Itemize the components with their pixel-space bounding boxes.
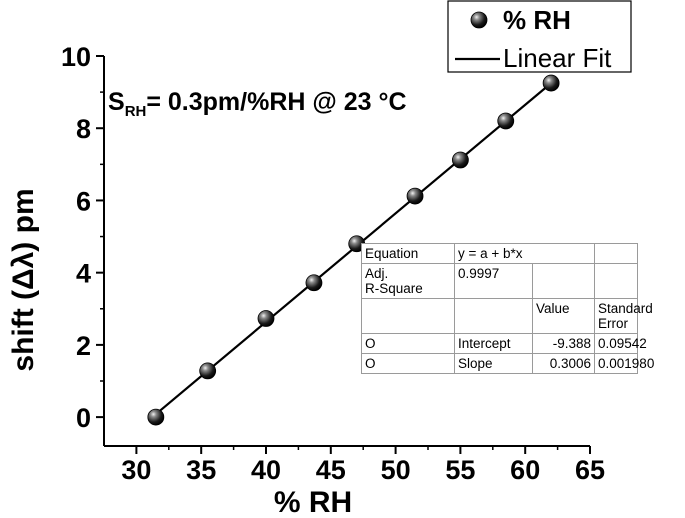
data-point [257,310,275,327]
table-row: O Slope 0.3006 0.001980 [361,353,654,374]
empty-cell [454,298,533,334]
x-tick-label: 55 [445,455,475,485]
std-error-line1: Standard [598,301,653,316]
row-series: O [361,333,455,354]
x-axis-title: % RH [274,486,352,518]
y-tick-label: 4 [76,259,91,289]
x-tick-label: 30 [121,455,151,485]
adj-label-line2: R-Square [365,281,423,296]
empty-cell [361,298,455,334]
x-tick-label: 35 [186,455,216,485]
annotation-text: = 0.3pm/%RH @ 23 °C [146,88,406,116]
data-point [147,408,165,426]
fit-parameters-table: Equation y = a + b*x Adj. R-Square 0.9997… [361,243,654,374]
table-row: O Intercept -9.388 0.09542 [361,333,647,354]
y-tick-label: 0 [76,403,91,433]
adj-label-line1: Adj. [365,266,389,281]
x-tick-label: 45 [316,455,346,485]
x-tick-label: 50 [381,455,411,485]
data-point [305,274,323,292]
adj-r-square-value: 0.9997 [454,263,533,299]
data-point [497,112,515,130]
y-axis-title: shift (Δλ) pm [7,188,40,371]
row-value: 0.3006 [531,353,596,374]
row-series: O [361,353,455,374]
empty-cell [594,263,639,299]
adj-r-square-label: Adj. R-Square [361,263,455,299]
annotation-subscript: RH [125,103,147,120]
legend-marker-rh [470,11,488,29]
data-points [147,74,560,426]
data-point [542,74,560,92]
x-tick-label: 60 [510,455,540,485]
x-tick-label: 40 [251,455,281,485]
sensitivity-annotation: SRH= 0.3pm/%RH @ 23 °C [108,88,407,120]
table-row: Value Standard Error [361,298,653,334]
y-tick-label: 8 [76,114,91,144]
std-error-line2: Error [598,316,629,331]
empty-cell [594,243,639,264]
legend: % RH Linear Fit [447,0,632,73]
row-param: Slope [454,353,533,374]
table-row: Equation y = a + b*x [361,243,639,264]
data-point [199,362,217,380]
row-error: 0.09542 [594,333,647,354]
equation-value: y = a + b*x [453,243,596,264]
empty-cell [531,263,596,299]
row-value: -9.388 [531,333,596,354]
data-point [406,187,424,205]
y-tick-label: 6 [76,186,91,216]
value-header: Value [531,298,596,334]
y-tick-label: 10 [61,42,91,72]
legend-label-fit: Linear Fit [503,43,612,73]
data-point [451,151,469,169]
row-param: Intercept [454,333,533,354]
legend-label-rh: % RH [503,5,571,35]
annotation-symbol: S [108,88,125,116]
equation-label: Equation [361,243,455,264]
x-tick-label: 65 [575,455,605,485]
axis-ticks: 30 35 40 45 50 55 60 65 0 2 4 6 8 10 [61,42,605,485]
row-error: 0.001980 [594,353,654,374]
std-error-header: Standard Error [594,298,653,334]
table-row: Adj. R-Square 0.9997 [361,263,639,299]
y-tick-label: 2 [76,331,91,361]
